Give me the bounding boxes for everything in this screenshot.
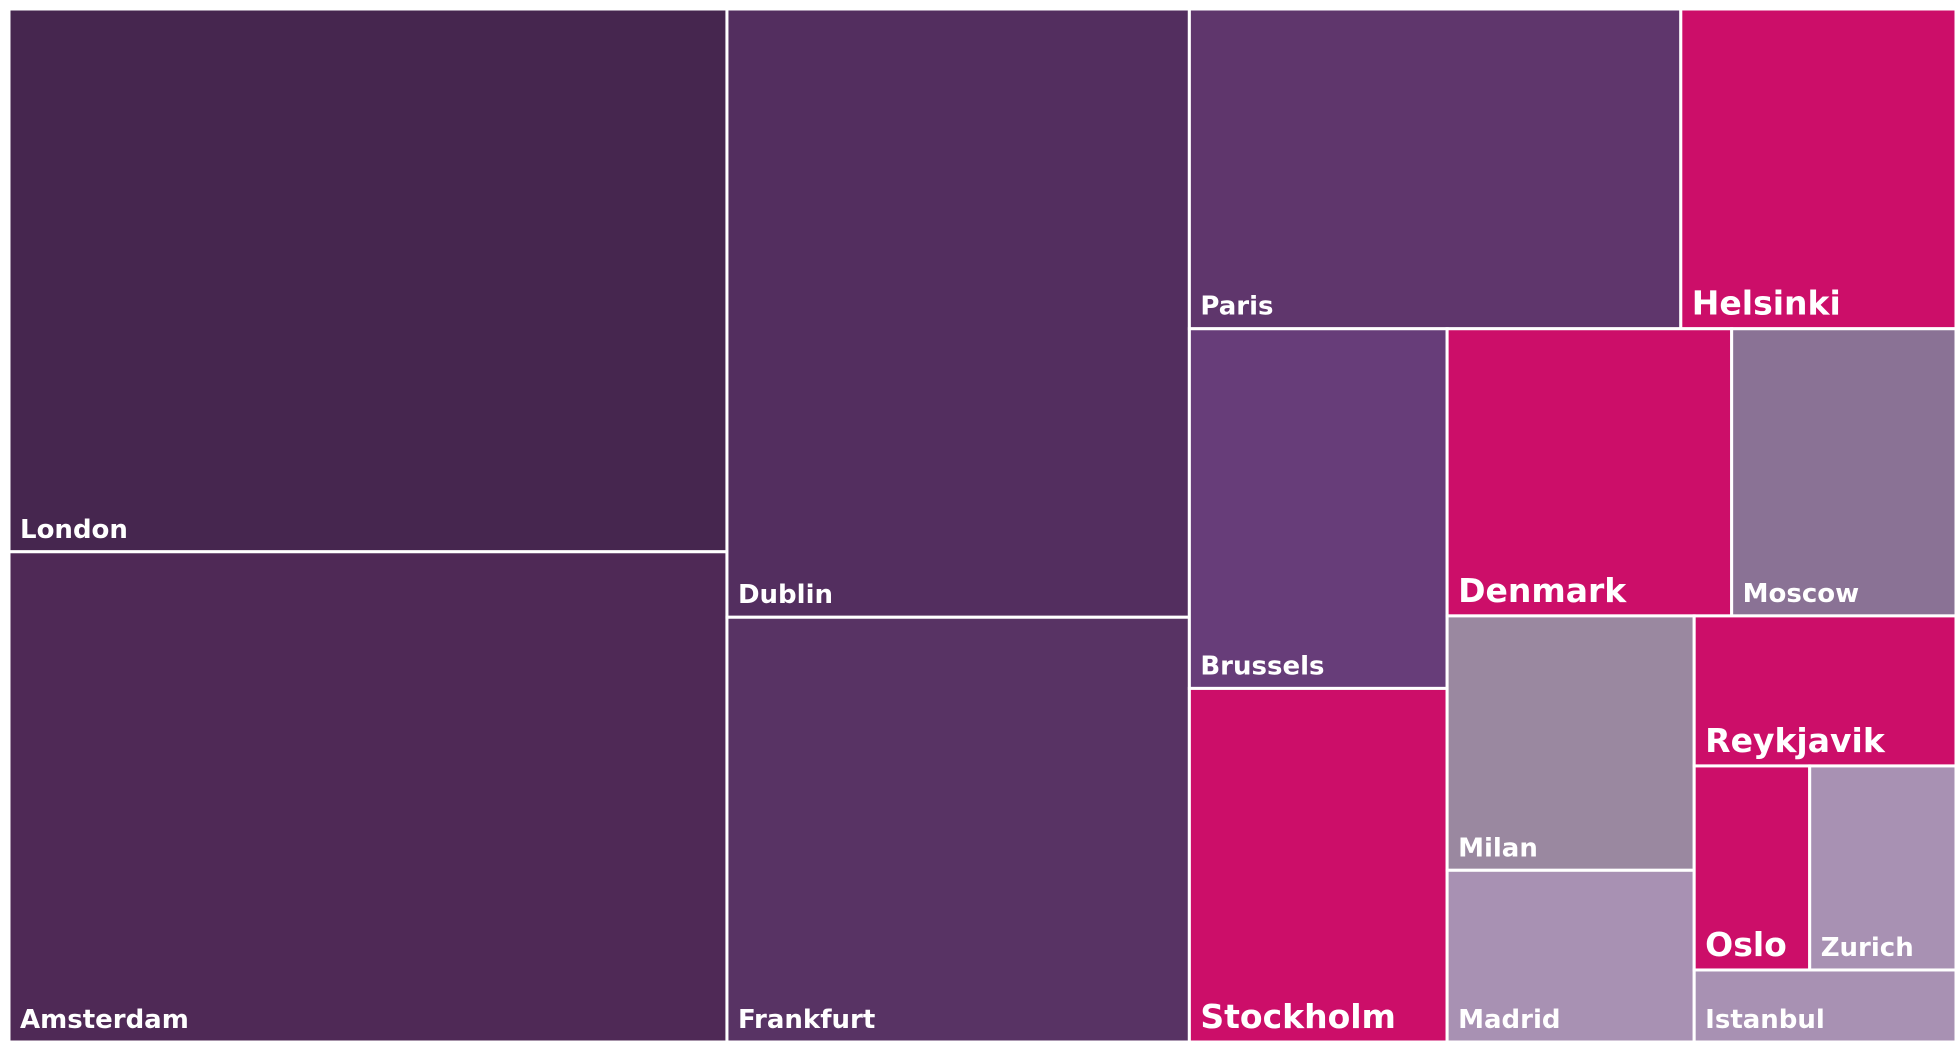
treemap-cell <box>1187 686 1449 1043</box>
treemap-cell <box>1692 968 1956 1043</box>
cell-label: Madrid <box>1458 1005 1560 1035</box>
treemap-cell <box>1445 868 1696 1043</box>
cell-label: Amsterdam <box>20 1005 189 1035</box>
treemap-cell <box>7 7 729 554</box>
treemap-cell <box>1692 614 1956 768</box>
cell-label: London <box>20 515 128 545</box>
cell-label: Oslo <box>1705 925 1787 964</box>
cell-label: Frankfurt <box>738 1005 875 1035</box>
cell-label: Dublin <box>738 580 833 610</box>
treemap-cell <box>1187 7 1683 331</box>
treemap-cell <box>1730 327 1956 618</box>
treemap-cell <box>1679 7 1956 331</box>
cells: London Amsterdam Dublin Frankfurt Paris Helsi… <box>7 7 1956 1043</box>
cell-label: Stockholm <box>1200 997 1396 1036</box>
cell-label: Milan <box>1458 833 1538 863</box>
cell-label: Reykjavik <box>1705 721 1886 760</box>
treemap-cell <box>7 550 729 1043</box>
cell-label: Paris <box>1200 292 1273 322</box>
treemap-cell <box>1445 614 1696 872</box>
treemap-cell <box>1445 327 1734 618</box>
treemap-cell <box>725 7 1191 619</box>
cell-label: Brussels <box>1200 651 1324 681</box>
cell-label: Moscow <box>1743 579 1860 609</box>
cell-label: Zurich <box>1821 933 1914 963</box>
treemap-cell <box>1187 327 1449 690</box>
cell-label: Denmark <box>1458 571 1627 610</box>
cell-label: Helsinki <box>1692 284 1841 323</box>
cell-label: Istanbul <box>1705 1005 1825 1035</box>
treemap-cell <box>725 615 1191 1043</box>
